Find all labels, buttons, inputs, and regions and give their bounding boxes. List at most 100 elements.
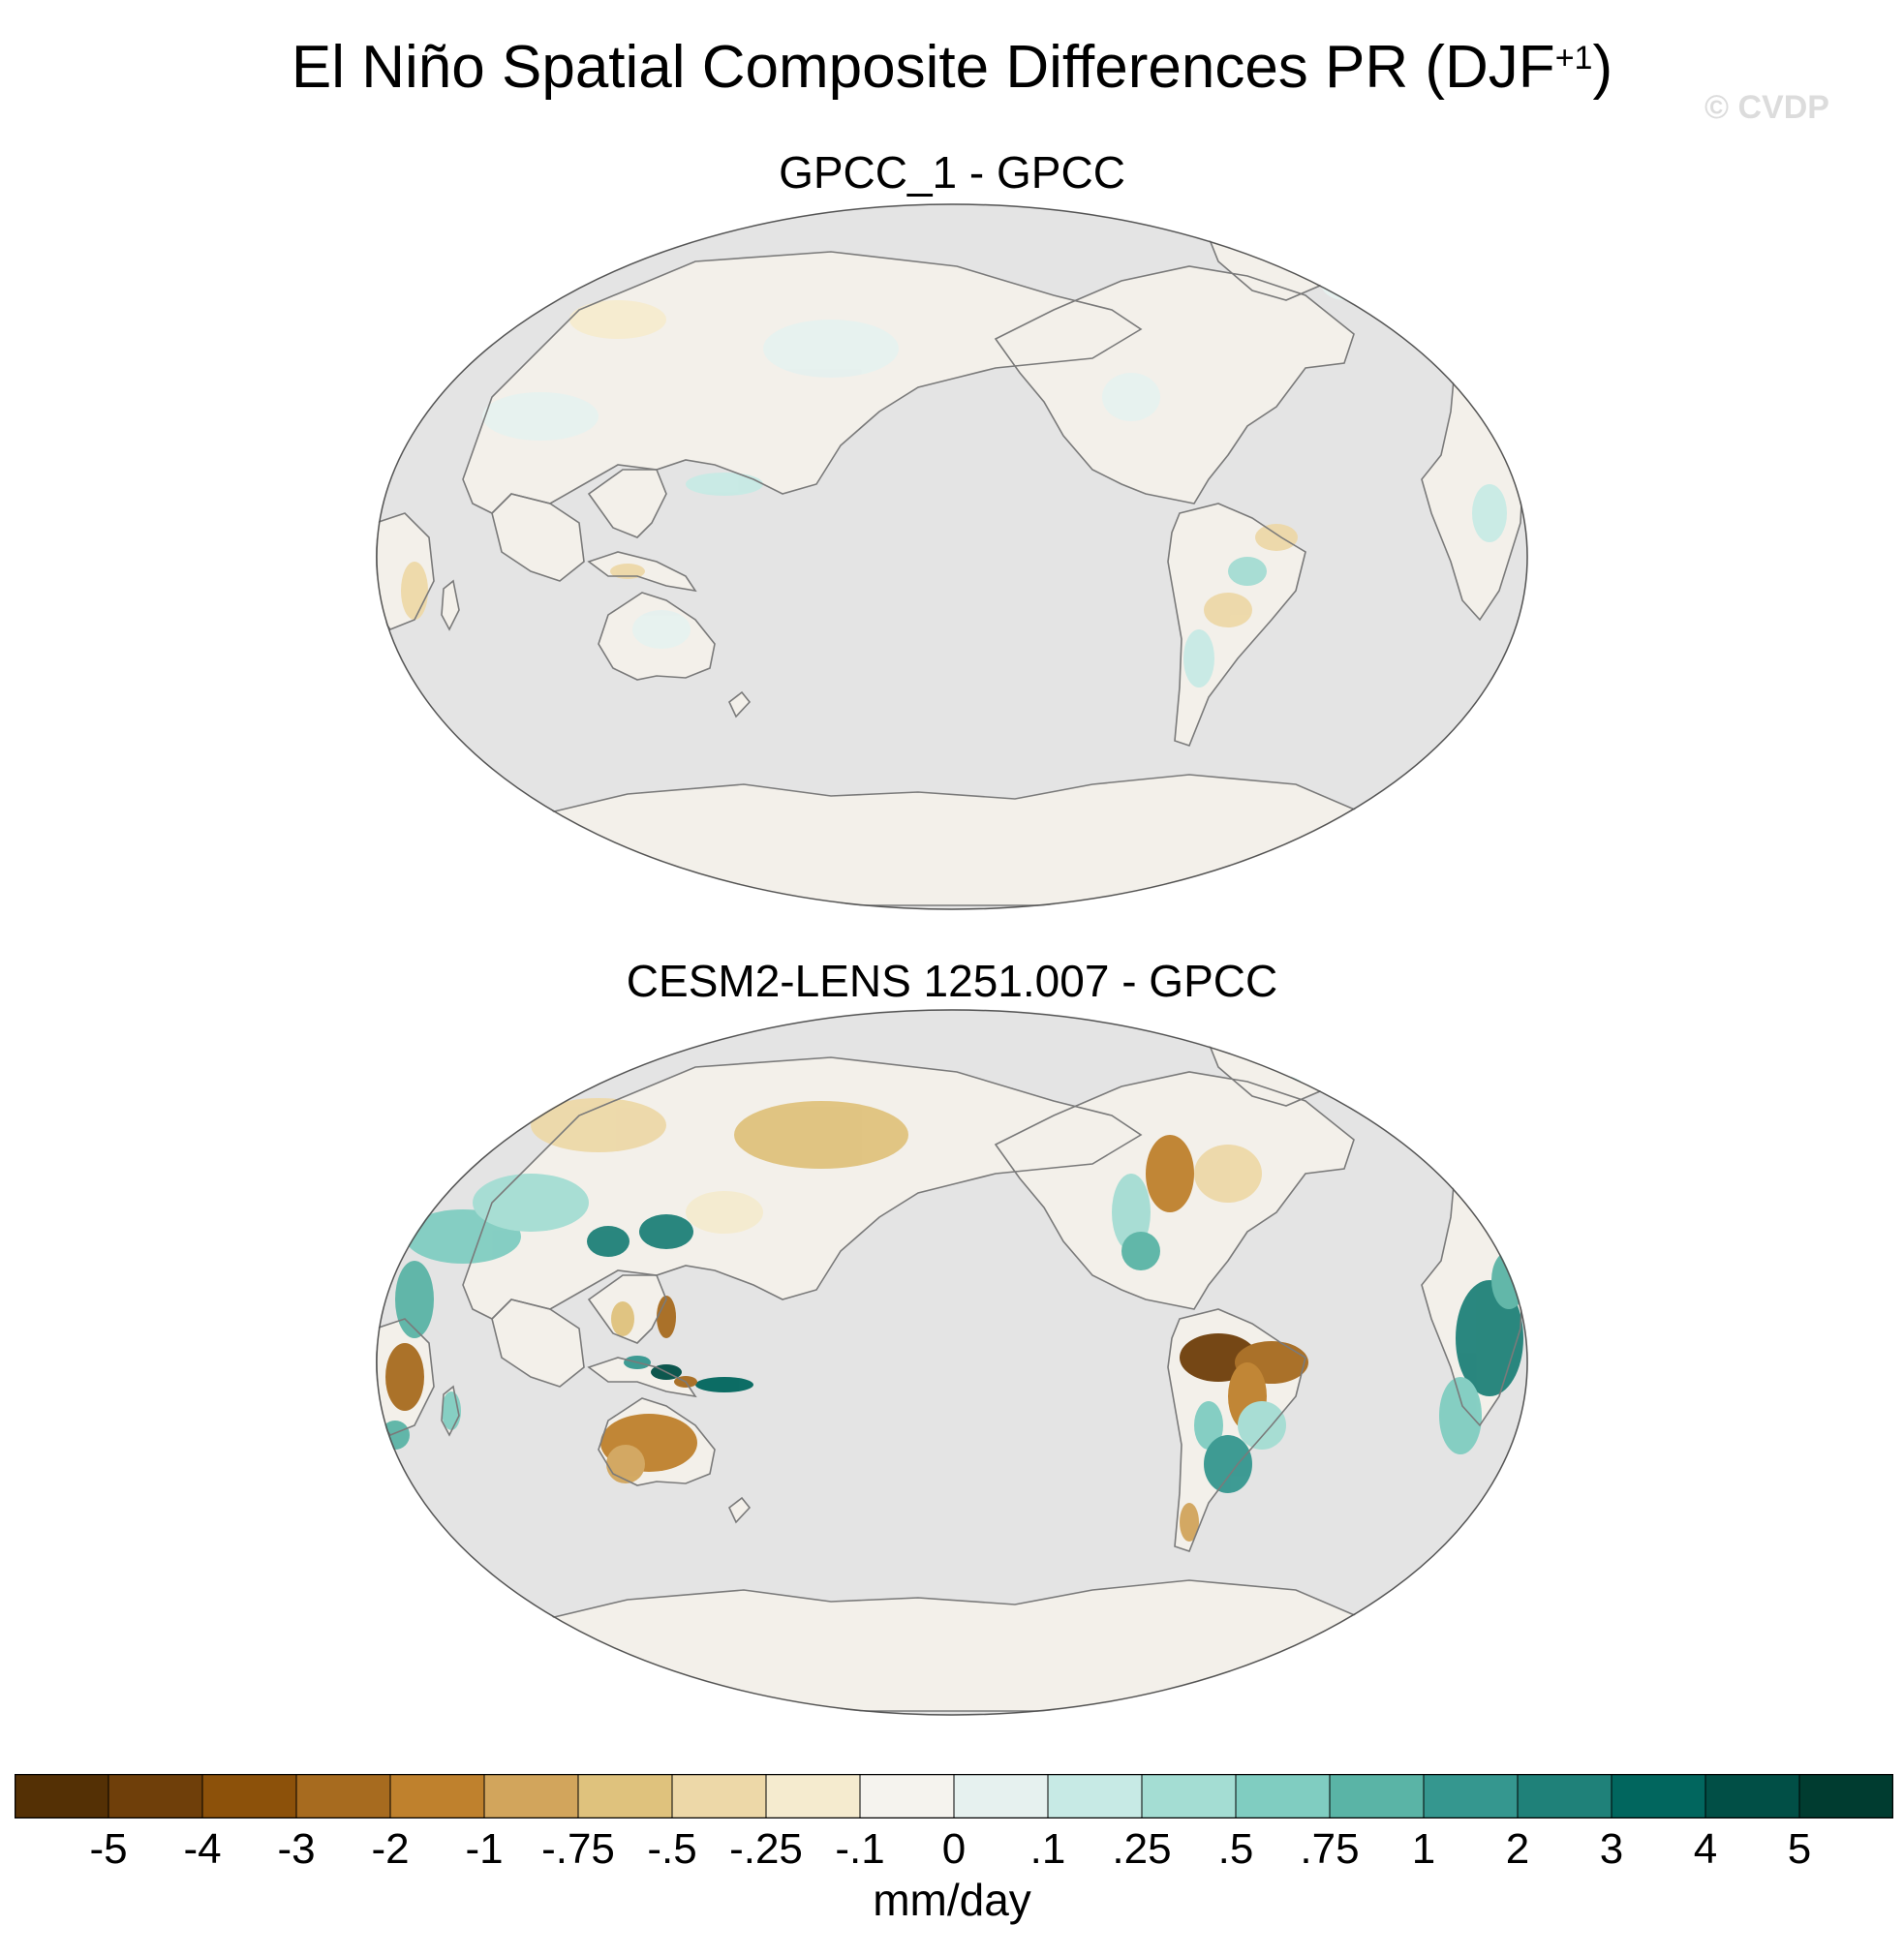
coastline-madagascar	[441, 1385, 460, 1437]
coastline-india_arabia	[491, 1299, 585, 1388]
panel-2-map-svg	[376, 1009, 1528, 1716]
coastline-madagascar	[441, 579, 460, 631]
panel-1-map-svg	[376, 203, 1528, 910]
colorbar-swatch	[1517, 1774, 1612, 1818]
precip-anomaly-blob	[531, 1098, 666, 1152]
land-europe_edge	[1417, 223, 1509, 334]
colorbar-swatch	[1798, 1774, 1893, 1818]
colorbar-tick-label: 5	[1787, 1825, 1812, 1873]
precip-anomaly-blob	[1180, 1503, 1199, 1542]
land-north_america	[996, 266, 1354, 504]
precip-anomaly-blob	[473, 1174, 589, 1232]
precip-anomaly-blob	[1320, 261, 1368, 300]
map-boundary	[376, 1009, 1528, 1716]
colorbar-tick-label: -.5	[647, 1825, 697, 1873]
colorbar-swatch	[15, 1774, 109, 1818]
land-antarctica	[526, 775, 1364, 905]
colorbar-tick-label: -5	[89, 1825, 128, 1873]
colorbar-swatch	[389, 1774, 485, 1818]
colorbar-tick-label: 2	[1505, 1825, 1530, 1873]
colorbar-swatch	[859, 1774, 955, 1818]
colorbar-swatch	[1235, 1774, 1331, 1818]
precip-anomaly-blob	[587, 1226, 630, 1257]
precip-anomaly-blob	[1194, 1401, 1223, 1450]
precip-anomaly-blob	[1204, 1435, 1252, 1493]
coastline-north_america	[994, 265, 1355, 504]
colorbar-tick-label: -.25	[729, 1825, 803, 1873]
precip-anomaly-blob	[1183, 629, 1214, 688]
coastline-europe_edge	[1416, 1026, 1511, 1141]
colorbar	[15, 1774, 1893, 1818]
colorbar-tick-label: .75	[1300, 1825, 1360, 1873]
precip-anomaly-blob	[1255, 524, 1298, 551]
land-india_arabia	[492, 494, 584, 581]
cvdp-watermark: © CVDP	[1704, 89, 1829, 126]
precip-anomaly-blob	[1194, 1145, 1262, 1203]
colorbar-swatch	[671, 1774, 767, 1818]
precip-anomaly-blob	[639, 1214, 693, 1249]
map-clip-group	[376, 1009, 1528, 1716]
map-boundary	[376, 203, 1528, 910]
figure-title-superscript: +1	[1554, 40, 1593, 76]
colorbar-units-label: mm/day	[873, 1875, 1031, 1925]
coastline-indonesia	[587, 1357, 697, 1398]
precip-anomaly-blob	[1456, 1280, 1523, 1396]
colorbar-tick-label: -.1	[835, 1825, 885, 1873]
colorbar-tick-label: -2	[371, 1825, 410, 1873]
colorbar-swatch	[1141, 1774, 1237, 1818]
colorbar-tick-label: 4	[1693, 1825, 1718, 1873]
panel-2-map	[376, 1009, 1528, 1716]
figure-title-text: El Niño Spatial Composite Differences PR…	[291, 34, 1555, 101]
coastline-australia	[598, 592, 716, 681]
land-indonesia	[589, 1358, 695, 1396]
precip-anomaly-blob	[1446, 1082, 1475, 1130]
colorbar-swatch	[953, 1774, 1049, 1818]
colorbar-swatch	[1423, 1774, 1519, 1818]
panel-1-map	[376, 203, 1528, 910]
figure-title: El Niño Spatial Composite Differences PR…	[0, 29, 1904, 107]
coastline-asia	[462, 1056, 1143, 1320]
coastline-newzealand	[728, 690, 752, 718]
coastline-north_america	[994, 1071, 1355, 1310]
colorbar-swatch	[201, 1774, 297, 1818]
precip-anomaly-blob	[695, 1377, 753, 1392]
map-clip-group	[376, 203, 1528, 910]
precip-anomaly-blob	[1439, 1377, 1482, 1454]
precip-anomaly-blob	[763, 320, 899, 378]
precip-anomaly-blob	[606, 1445, 645, 1483]
coastline-australia	[598, 1397, 716, 1486]
precip-anomaly-blob	[1402, 1077, 1441, 1135]
coastline-south_america	[1167, 503, 1306, 747]
precip-anomaly-blob	[1102, 373, 1160, 421]
colorbar-swatch	[1611, 1774, 1706, 1818]
precip-anomaly-blob	[1121, 1232, 1160, 1270]
precip-anomaly-blob	[1456, 286, 1485, 353]
coastline-newzealand	[728, 1496, 752, 1524]
coastline-asia	[462, 251, 1143, 514]
colorbar-swatch	[765, 1774, 861, 1818]
land-europe_edge	[1417, 1028, 1509, 1140]
colorbar-frame	[15, 1774, 1893, 1818]
precip-anomaly-blob	[381, 1421, 410, 1450]
precip-anomaly-blob	[1228, 557, 1267, 586]
colorbar-tick-label: -1	[465, 1825, 504, 1873]
precip-anomaly-blob	[686, 473, 763, 496]
precip-anomaly-blob	[569, 300, 666, 339]
precip-anomaly-blob	[1472, 484, 1507, 542]
coastline-europe_edge	[1416, 221, 1511, 335]
colorbar-tick-label: .25	[1112, 1825, 1172, 1873]
colorbar-tick-label: .1	[1029, 1825, 1066, 1873]
precip-anomaly-blob	[1146, 1135, 1194, 1212]
precip-anomaly-blob	[632, 610, 691, 649]
precip-anomaly-blob	[611, 1301, 634, 1336]
precip-anomaly-blob	[610, 564, 645, 579]
coastline-seasia	[587, 1274, 667, 1344]
precip-anomaly-blob	[482, 392, 599, 441]
panel-2-title: CESM2-LENS 1251.007 - GPCC	[626, 956, 1278, 1006]
colorbar-tick-label: .5	[1217, 1825, 1254, 1873]
precip-anomaly-blob	[395, 1261, 434, 1338]
land-antarctica	[526, 1580, 1364, 1711]
colorbar-swatch	[1704, 1774, 1800, 1818]
coastline-south_america	[1167, 1308, 1306, 1552]
colorbar-svg	[15, 1774, 1893, 1818]
